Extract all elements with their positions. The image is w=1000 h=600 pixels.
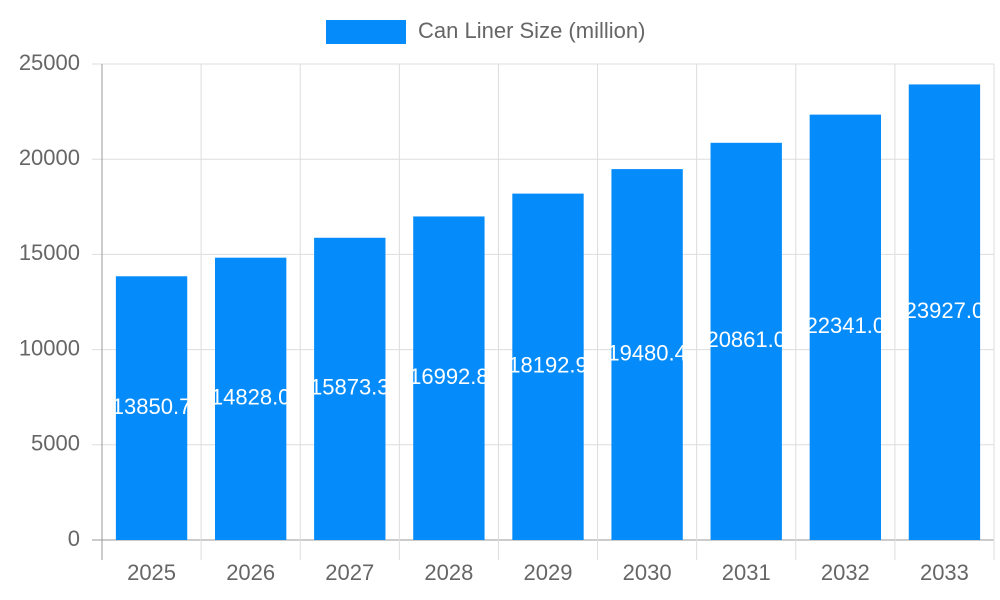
bar xyxy=(908,84,981,540)
x-tick-label: 2025 xyxy=(127,560,176,585)
data-label: 16992.8 xyxy=(409,364,489,389)
x-tick-label: 2028 xyxy=(424,560,473,585)
bar xyxy=(214,257,287,540)
x-tick-label: 2033 xyxy=(920,560,969,585)
y-tick-label: 25000 xyxy=(19,50,80,75)
y-tick-label: 0 xyxy=(68,526,80,551)
bar xyxy=(512,193,584,540)
x-tick-label: 2031 xyxy=(722,560,771,585)
data-label: 18192.9 xyxy=(508,353,588,378)
x-tick-label: 2026 xyxy=(226,560,275,585)
data-label: 23927.0 xyxy=(905,298,985,323)
x-tick-label: 2030 xyxy=(623,560,672,585)
bar xyxy=(115,276,188,540)
bar xyxy=(413,216,485,540)
data-label: 20861.0 xyxy=(706,327,786,352)
legend-label[interactable]: Can Liner Size (million) xyxy=(418,18,645,43)
bar xyxy=(710,142,782,540)
y-tick-label: 5000 xyxy=(31,431,80,456)
bar xyxy=(809,114,882,541)
bar xyxy=(314,237,386,540)
bar xyxy=(611,169,683,540)
data-label: 22341.0 xyxy=(806,313,886,338)
data-label: 19480.4 xyxy=(607,340,687,365)
x-tick-label: 2032 xyxy=(821,560,870,585)
legend-swatch[interactable] xyxy=(326,20,406,44)
x-tick-label: 2029 xyxy=(524,560,573,585)
x-tick-label: 2027 xyxy=(325,560,374,585)
y-tick-label: 10000 xyxy=(19,335,80,360)
data-label: 14828.0 xyxy=(211,385,291,410)
data-label: 15873.3 xyxy=(310,375,390,400)
y-tick-label: 15000 xyxy=(19,240,80,265)
y-tick-label: 20000 xyxy=(19,145,80,170)
data-label: 13850.7 xyxy=(112,394,192,419)
